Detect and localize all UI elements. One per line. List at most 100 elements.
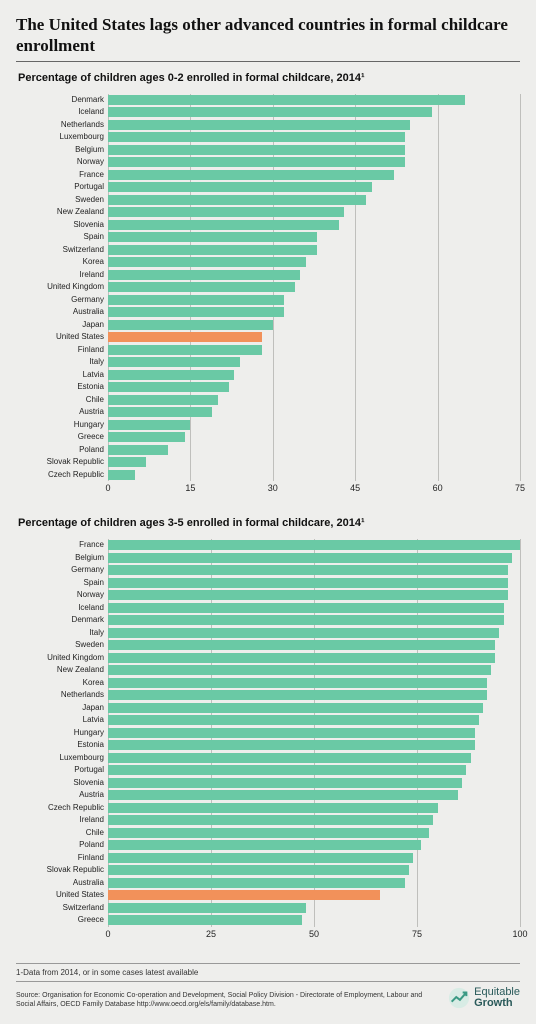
bar-label: Austria (16, 791, 108, 799)
bar-label: Belgium (16, 146, 108, 154)
bar-row: Spain (16, 231, 520, 244)
bar-label: United Kingdom (16, 283, 108, 291)
bar-row: Chile (16, 827, 520, 840)
bar-row: Belgium (16, 552, 520, 565)
bar-row: Luxembourg (16, 752, 520, 765)
bar-label: Korea (16, 679, 108, 687)
bar (108, 395, 218, 405)
bar-label: Estonia (16, 383, 108, 391)
bar (108, 728, 475, 738)
bar-label: Germany (16, 566, 108, 574)
bar-row: Norway (16, 156, 520, 169)
bar-row: Portugal (16, 181, 520, 194)
bar-row: Portugal (16, 764, 520, 777)
bar (108, 603, 504, 613)
bar-row: Norway (16, 589, 520, 602)
bar-row: Latvia (16, 369, 520, 382)
bar-row: Slovenia (16, 777, 520, 790)
bar-label: Luxembourg (16, 754, 108, 762)
bar (108, 903, 306, 913)
bar (108, 790, 458, 800)
axis-tick: 75 (515, 483, 525, 493)
source-text: Source: Organisation for Economic Co-ope… (16, 992, 448, 1010)
bar-row: Korea (16, 677, 520, 690)
bar-label: Latvia (16, 371, 108, 379)
bar (108, 828, 429, 838)
bar-row: Japan (16, 319, 520, 332)
bar-label: France (16, 171, 108, 179)
axis-tick: 0 (105, 929, 110, 939)
page-title: The United States lags other advanced co… (16, 14, 520, 57)
title-rule (16, 61, 520, 62)
bar (108, 815, 433, 825)
bar-row: Japan (16, 702, 520, 715)
bar (108, 470, 135, 480)
bar (108, 95, 465, 105)
bar-row: Finland (16, 852, 520, 865)
bar (108, 420, 190, 430)
bar-label: Latvia (16, 716, 108, 724)
bar-label: Portugal (16, 183, 108, 191)
axis-tick: 25 (206, 929, 216, 939)
bar (108, 345, 262, 355)
bar (108, 370, 234, 380)
bar-row: Ireland (16, 269, 520, 282)
bar-label: Estonia (16, 741, 108, 749)
bar-row: New Zealand (16, 206, 520, 219)
bar-label: Czech Republic (16, 471, 108, 479)
brand-logo: Equitable Growth (448, 987, 520, 1010)
bar (108, 157, 405, 167)
bar-label: Denmark (16, 96, 108, 104)
bar-row: Spain (16, 577, 520, 590)
bar-row: Hungary (16, 727, 520, 740)
bar-row: Greece (16, 914, 520, 927)
bar-row: Luxembourg (16, 131, 520, 144)
bar-label: Chile (16, 829, 108, 837)
bar-label: Finland (16, 346, 108, 354)
bar-row: Austria (16, 789, 520, 802)
bar (108, 120, 410, 130)
bar-row: Korea (16, 256, 520, 269)
chart-0: Percentage of children ages 0-2 enrolled… (16, 72, 520, 500)
bar-row: France (16, 539, 520, 552)
bar-highlight (108, 332, 262, 342)
axis-tick: 45 (350, 483, 360, 493)
bar-row: Italy (16, 627, 520, 640)
bar-row: Denmark (16, 94, 520, 107)
bar (108, 753, 471, 763)
bar-row: Greece (16, 431, 520, 444)
bar-label: Sweden (16, 196, 108, 204)
chart-1: Percentage of children ages 3-5 enrolled… (16, 517, 520, 945)
bar-label: Germany (16, 296, 108, 304)
bar (108, 653, 495, 663)
bar-row: Czech Republic (16, 469, 520, 482)
bar-label: Netherlands (16, 691, 108, 699)
footnote-text: 1-Data from 2014, or in some cases lates… (16, 963, 520, 977)
footer: Source: Organisation for Economic Co-ope… (16, 981, 520, 1010)
bar-label: Spain (16, 233, 108, 241)
bar (108, 132, 405, 142)
bar-label: Czech Republic (16, 804, 108, 812)
gridline (520, 94, 521, 482)
bar (108, 878, 405, 888)
bar-row: Austria (16, 406, 520, 419)
bar (108, 445, 168, 455)
bar (108, 640, 495, 650)
axis-tick: 75 (412, 929, 422, 939)
bar-label: Poland (16, 841, 108, 849)
bar-label: Iceland (16, 108, 108, 116)
bar-row: New Zealand (16, 664, 520, 677)
bar-label: Slovenia (16, 221, 108, 229)
bar-row: Iceland (16, 602, 520, 615)
bar (108, 703, 483, 713)
bar (108, 578, 508, 588)
bar-label: Sweden (16, 641, 108, 649)
bar (108, 615, 504, 625)
bar-row: Germany (16, 294, 520, 307)
bar-row: Netherlands (16, 119, 520, 132)
bar-row: Czech Republic (16, 802, 520, 815)
bar (108, 690, 487, 700)
bar-label: New Zealand (16, 208, 108, 216)
bar-row: Australia (16, 306, 520, 319)
bar (108, 778, 462, 788)
